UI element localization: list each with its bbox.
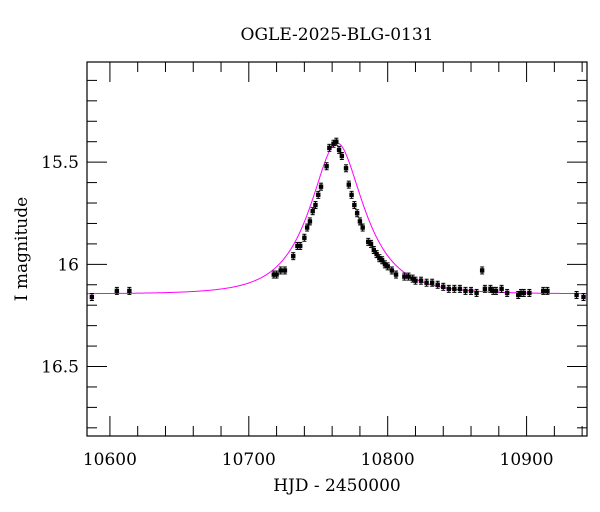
data-point (463, 286, 468, 295)
data-point (346, 180, 352, 189)
data-point (424, 278, 429, 287)
data-point (541, 286, 546, 295)
data-point (418, 276, 424, 285)
x-tick-label: 10600 (83, 450, 137, 470)
model-curve (86, 142, 588, 295)
plot-area (86, 137, 588, 302)
x-axis-label: HJD - 2450000 (273, 476, 401, 496)
data-point (527, 288, 532, 297)
data-point (336, 145, 342, 154)
data-point (581, 293, 586, 302)
y-tick-label: 16.5 (41, 358, 79, 378)
data-point (457, 284, 463, 293)
data-point (385, 262, 390, 271)
data-point (389, 266, 395, 275)
data-point (339, 152, 345, 161)
data-point (479, 266, 485, 275)
data-point (413, 276, 418, 285)
data-point (545, 286, 550, 295)
data-point (114, 286, 120, 295)
data-point (474, 288, 479, 297)
data-point (302, 233, 307, 242)
x-tick-label: 10900 (500, 450, 554, 470)
data-point (352, 201, 357, 210)
data-point (493, 286, 499, 295)
x-tick-label: 10700 (222, 450, 276, 470)
data-point (274, 270, 279, 279)
y-axis-label: I magnitude (12, 197, 32, 301)
data-point (297, 241, 303, 250)
data-point (452, 284, 457, 293)
y-tick-label: 16 (57, 255, 79, 275)
data-point (429, 278, 435, 287)
data-point (327, 143, 332, 152)
data-point (441, 282, 446, 291)
data-point (307, 217, 313, 226)
data-point (360, 223, 365, 232)
data-point (406, 272, 411, 281)
data-point (304, 223, 310, 232)
data-point (334, 137, 339, 146)
plot-frame (86, 61, 588, 437)
data-point (468, 286, 474, 295)
data-point (357, 217, 363, 226)
data-point (499, 284, 504, 293)
data-point (402, 272, 407, 281)
data-point (393, 270, 399, 279)
data-point (504, 288, 510, 297)
data-point (368, 239, 374, 248)
data-point (521, 288, 527, 297)
data-point (282, 266, 288, 275)
x-tick-label: 10800 (361, 450, 415, 470)
data-point (482, 284, 488, 293)
x-axis-tick-labels: 10600 10700 10800 10900 (83, 450, 554, 470)
data-point (324, 162, 329, 171)
data-point (127, 286, 132, 295)
data-point (574, 290, 579, 299)
data-point (354, 209, 360, 218)
data-point (313, 201, 318, 210)
data-point (278, 266, 283, 275)
x-axis-ticks (109, 62, 583, 436)
y-axis-ticks (87, 79, 587, 429)
data-point (318, 182, 324, 191)
data-point (343, 164, 349, 173)
y-axis-tick-labels: 15.5 16 16.5 (41, 153, 79, 377)
data-point (310, 207, 315, 216)
data-point (349, 190, 354, 199)
data-point (291, 252, 296, 261)
data-point (379, 256, 385, 265)
data-point (446, 284, 452, 293)
data-points (89, 137, 586, 302)
y-tick-label: 15.5 (41, 153, 79, 173)
chart-title: OGLE-2025-BLG-0131 (241, 25, 434, 45)
data-point (316, 190, 321, 199)
data-point (89, 293, 95, 302)
data-point (435, 280, 440, 289)
